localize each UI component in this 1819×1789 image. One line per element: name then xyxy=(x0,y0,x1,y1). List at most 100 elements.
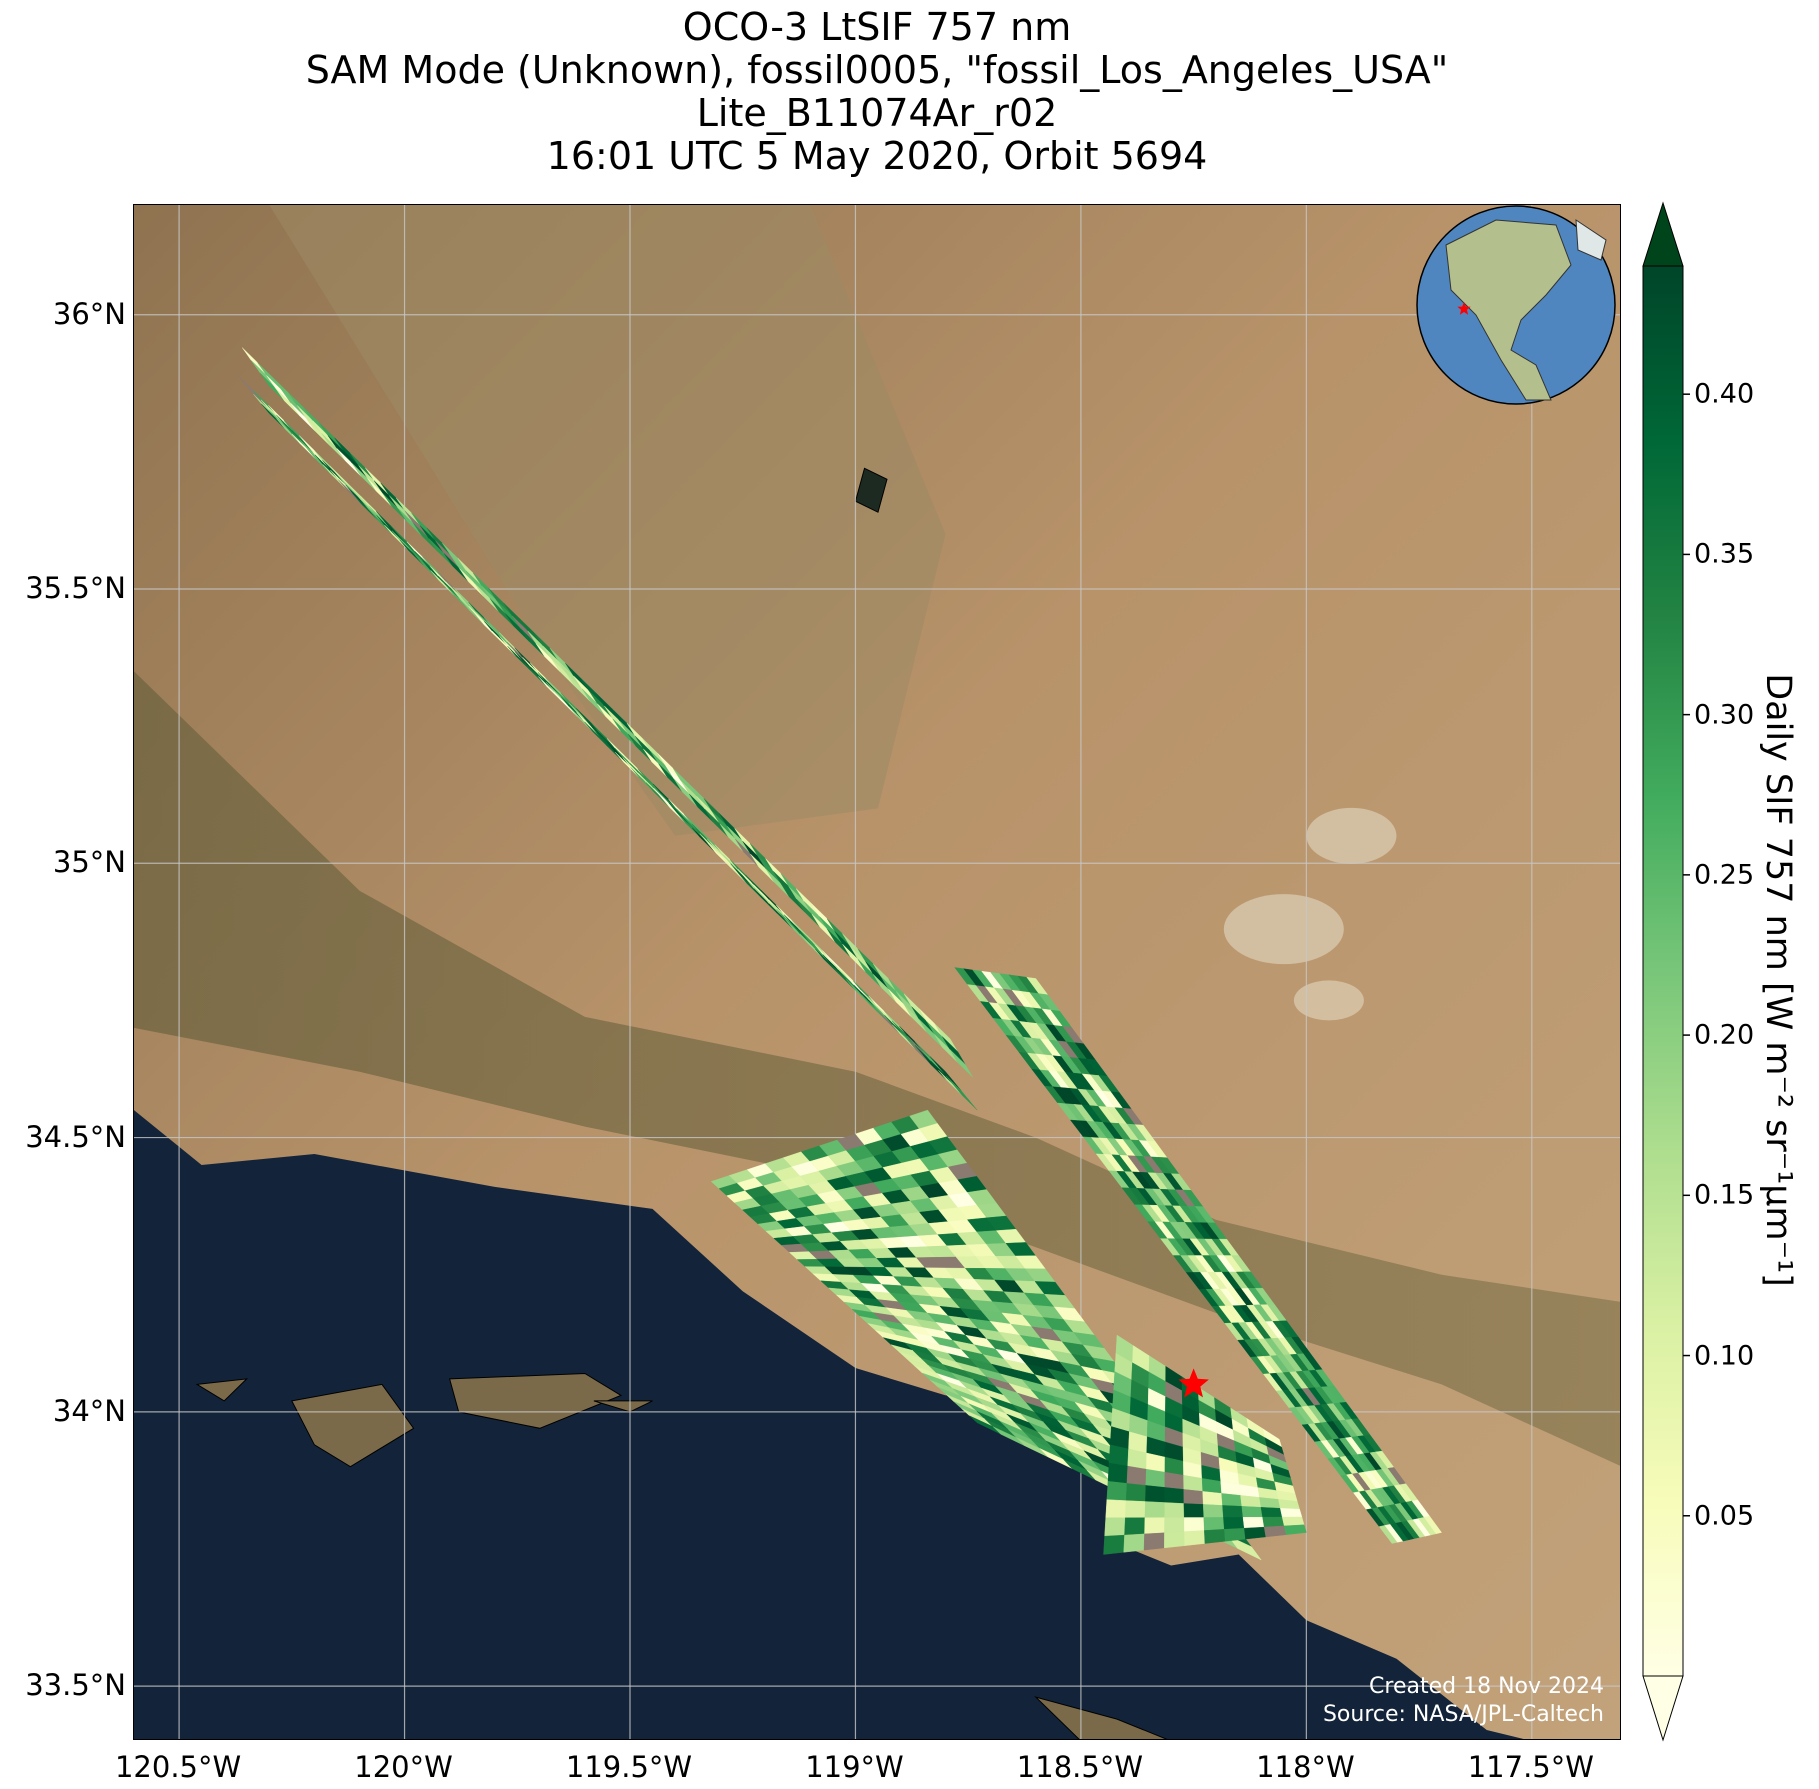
lat-tick-label: 34.5°N xyxy=(25,1119,126,1154)
sif-footprint xyxy=(1423,1515,1442,1535)
sif-footprint xyxy=(953,1085,978,1111)
colorbar-tick-label: 0.40 xyxy=(1694,378,1755,410)
sif-footprint xyxy=(1125,1483,1147,1502)
sif-footprint xyxy=(1144,1501,1165,1518)
sif-footprint xyxy=(1221,1493,1243,1507)
sif-footprint xyxy=(1202,1504,1224,1518)
colorbar-tick-label: 0.35 xyxy=(1694,538,1755,570)
lat-tick-label: 33.5°N xyxy=(25,1668,126,1703)
sif-footprint xyxy=(1164,1471,1184,1490)
sif-footprint xyxy=(949,1049,973,1078)
colorbar-tick-label: 0.05 xyxy=(1694,1500,1755,1532)
lon-tick-label: 118.5°W xyxy=(1016,1750,1144,1784)
credit-text: Created 18 Nov 2024 Source: NASA/JPL-Cal… xyxy=(1323,1673,1604,1729)
sif-footprint xyxy=(1164,1487,1185,1504)
gridlines xyxy=(134,205,1620,1739)
dry-lake xyxy=(1293,980,1364,1021)
sif-footprint xyxy=(1164,1531,1185,1549)
sif-footprint xyxy=(1202,1491,1223,1506)
sif-footprint xyxy=(1241,1506,1263,1518)
sif-swath-layer xyxy=(237,347,1442,1561)
sif-footprint xyxy=(1240,1495,1262,1508)
sif-footprint xyxy=(1145,1485,1166,1503)
lat-tick-label: 35°N xyxy=(52,845,126,880)
sif-footprint xyxy=(1123,1533,1145,1553)
sif-footprint xyxy=(1126,1465,1147,1486)
sif-footprint xyxy=(1145,1468,1166,1488)
ocean xyxy=(134,1110,1524,1739)
sif-footprint xyxy=(1183,1489,1204,1505)
sif-footprint xyxy=(1204,1529,1226,1544)
title-line-3: Lite_B11074Ar_r02 xyxy=(696,91,1058,135)
sif-footprint xyxy=(1164,1502,1185,1518)
colorbar-ticks xyxy=(1683,393,1690,1517)
globe-target-marker xyxy=(1457,302,1471,315)
terrain-layer xyxy=(134,205,1620,1739)
sif-footprint xyxy=(1143,1532,1165,1551)
target-star-marker xyxy=(1178,1368,1209,1398)
sif-footprint xyxy=(1203,1517,1225,1531)
colorbar-tick-label: 0.15 xyxy=(1694,1179,1755,1211)
colorbar-tick-label: 0.25 xyxy=(1694,859,1755,891)
sif-footprint xyxy=(1262,1516,1285,1528)
dry-lake xyxy=(1306,807,1397,864)
colorbar-bottom-extend xyxy=(1642,1675,1684,1742)
lon-tick-label: 120.5°W xyxy=(114,1750,242,1784)
sif-footprint xyxy=(1103,1534,1125,1555)
sif-footprint xyxy=(1105,1499,1127,1519)
lat-tick-label: 36°N xyxy=(52,296,126,331)
title-line-4: 16:01 UTC 5 May 2020, Orbit 5694 xyxy=(546,134,1208,178)
central-valley xyxy=(269,205,946,836)
colorbar xyxy=(1642,201,1690,1742)
globe-greenland xyxy=(1575,219,1607,261)
title-block: OCO-3 LtSIF 757 nm SAM Mode (Unknown), f… xyxy=(133,6,1621,178)
inset-globe xyxy=(1416,205,1616,405)
lon-tick-label: 119°W xyxy=(805,1750,904,1784)
island xyxy=(1034,1696,1168,1739)
lon-tick-label: 120°W xyxy=(354,1750,453,1784)
lon-tick-label: 119.5°W xyxy=(565,1750,693,1784)
sif-footprint xyxy=(1164,1517,1185,1534)
lon-tick-label: 117.5°W xyxy=(1467,1750,1594,1784)
sif-footprint xyxy=(1104,1517,1126,1537)
sif-footprint xyxy=(1281,1516,1305,1527)
sif-footprint xyxy=(1183,1517,1205,1532)
lake xyxy=(854,467,888,513)
sif-footprint xyxy=(1124,1517,1146,1536)
target-marker-layer xyxy=(1178,1368,1209,1398)
colorbar-tick-label: 0.10 xyxy=(1694,1340,1755,1372)
sif-footprint xyxy=(1224,1527,1246,1542)
island xyxy=(195,1378,249,1402)
map-canvas xyxy=(134,205,1620,1739)
title-line-1: OCO-3 LtSIF 757 nm xyxy=(682,5,1072,49)
sif-footprint xyxy=(1144,1517,1165,1535)
mountain-range xyxy=(134,671,1620,1466)
sif-footprint xyxy=(1260,1507,1283,1518)
title-line-2: SAM Mode (Unknown), fossil0005, "fossil_… xyxy=(305,48,1449,92)
island xyxy=(291,1383,415,1468)
dry-lake xyxy=(1223,894,1344,965)
sif-footprint xyxy=(1263,1525,1287,1538)
lat-tick-label: 34°N xyxy=(52,1393,126,1428)
map-area[interactable]: Created 18 Nov 2024 Source: NASA/JPL-Cal… xyxy=(133,204,1621,1740)
globe-continent xyxy=(1445,219,1572,401)
sif-footprint xyxy=(1222,1505,1244,1518)
lat-tick-label: 35.5°N xyxy=(25,571,126,605)
sif-footprint xyxy=(1227,1535,1262,1561)
sif-footprint xyxy=(1125,1500,1146,1519)
sif-footprint xyxy=(1184,1530,1206,1546)
sif-footprint xyxy=(1107,1462,1128,1484)
colorbar-label: Daily SIF 757 nm [W m⁻² sr⁻¹μm⁻¹] xyxy=(1758,673,1798,1287)
colorbar-tick-label: 0.20 xyxy=(1694,1019,1755,1051)
colorbar-top-extend xyxy=(1642,201,1684,267)
created-date-text: Created 18 Nov 2024 xyxy=(1369,1674,1604,1699)
sif-footprint xyxy=(1242,1516,1265,1529)
source-text: Source: NASA/JPL-Caltech xyxy=(1322,1702,1604,1727)
sif-footprint xyxy=(1280,1508,1303,1518)
sif-footprint xyxy=(1183,1503,1205,1518)
sif-footprint xyxy=(1106,1481,1128,1501)
sif-footprint xyxy=(1283,1524,1307,1535)
colorbar-body xyxy=(1642,265,1684,1677)
lon-tick-label: 118°W xyxy=(1256,1750,1355,1784)
island xyxy=(593,1400,653,1413)
